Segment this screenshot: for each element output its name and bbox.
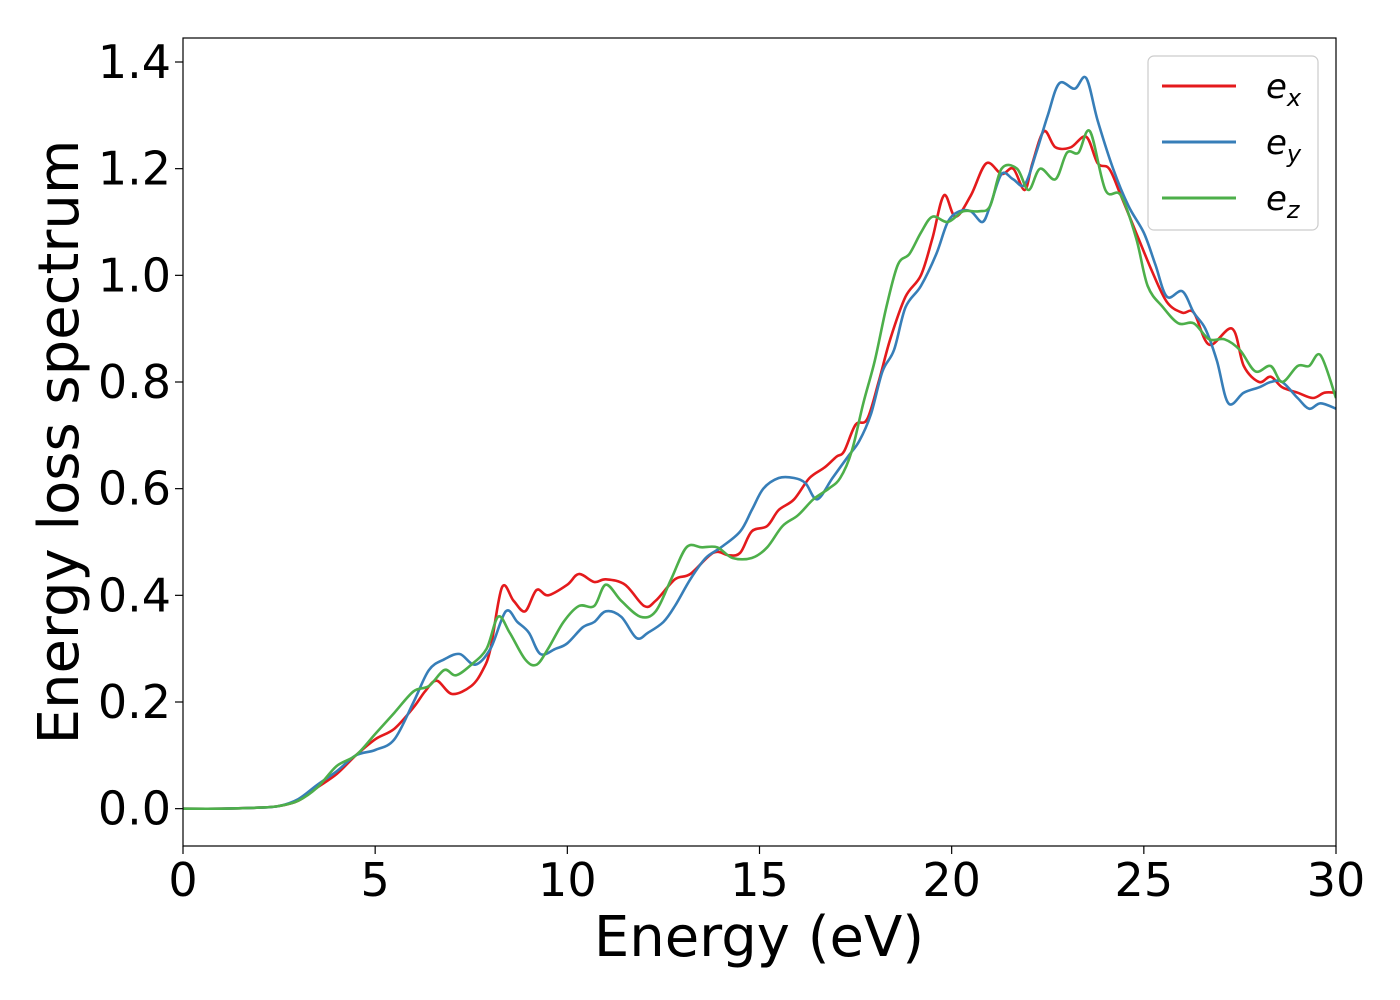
legend: ex ey ez xyxy=(1147,55,1319,231)
x-tick-label: 30 xyxy=(1307,853,1366,907)
x-axis: 0 5 10 15 20 25 30 xyxy=(168,846,1365,907)
x-axis-label: Energy (eV) xyxy=(594,905,924,970)
y-tick-label: 0.8 xyxy=(98,355,171,409)
legend-label-ex: ex xyxy=(1266,67,1302,112)
series-layer xyxy=(183,75,1336,811)
x-tick-label: 20 xyxy=(922,853,981,907)
y-tick-label: 1.2 xyxy=(98,142,171,196)
x-tick-label: 10 xyxy=(538,853,597,907)
legend-label-ez: ez xyxy=(1266,179,1301,224)
y-axis-label: Energy loss spectrum xyxy=(27,140,92,745)
x-tick-label: 5 xyxy=(361,853,390,907)
y-tick-label: 0.6 xyxy=(98,462,171,516)
legend-label-ey: ey xyxy=(1266,123,1302,168)
y-tick-label: 0.2 xyxy=(98,675,171,729)
y-tick-label: 0.0 xyxy=(98,782,171,836)
x-tick-label: 0 xyxy=(168,853,197,907)
y-tick-label: 0.4 xyxy=(98,568,171,622)
y-tick-label: 1.4 xyxy=(98,35,171,89)
y-axis: 0.0 0.2 0.4 0.6 0.8 1.0 1.2 1.4 xyxy=(98,35,183,836)
series-line-ey xyxy=(183,75,1336,811)
series-line-ex xyxy=(183,129,1336,811)
x-tick-label: 15 xyxy=(730,853,789,907)
y-tick-label: 1.0 xyxy=(98,248,171,302)
x-tick-label: 25 xyxy=(1115,853,1174,907)
series-line-ez xyxy=(183,128,1336,811)
